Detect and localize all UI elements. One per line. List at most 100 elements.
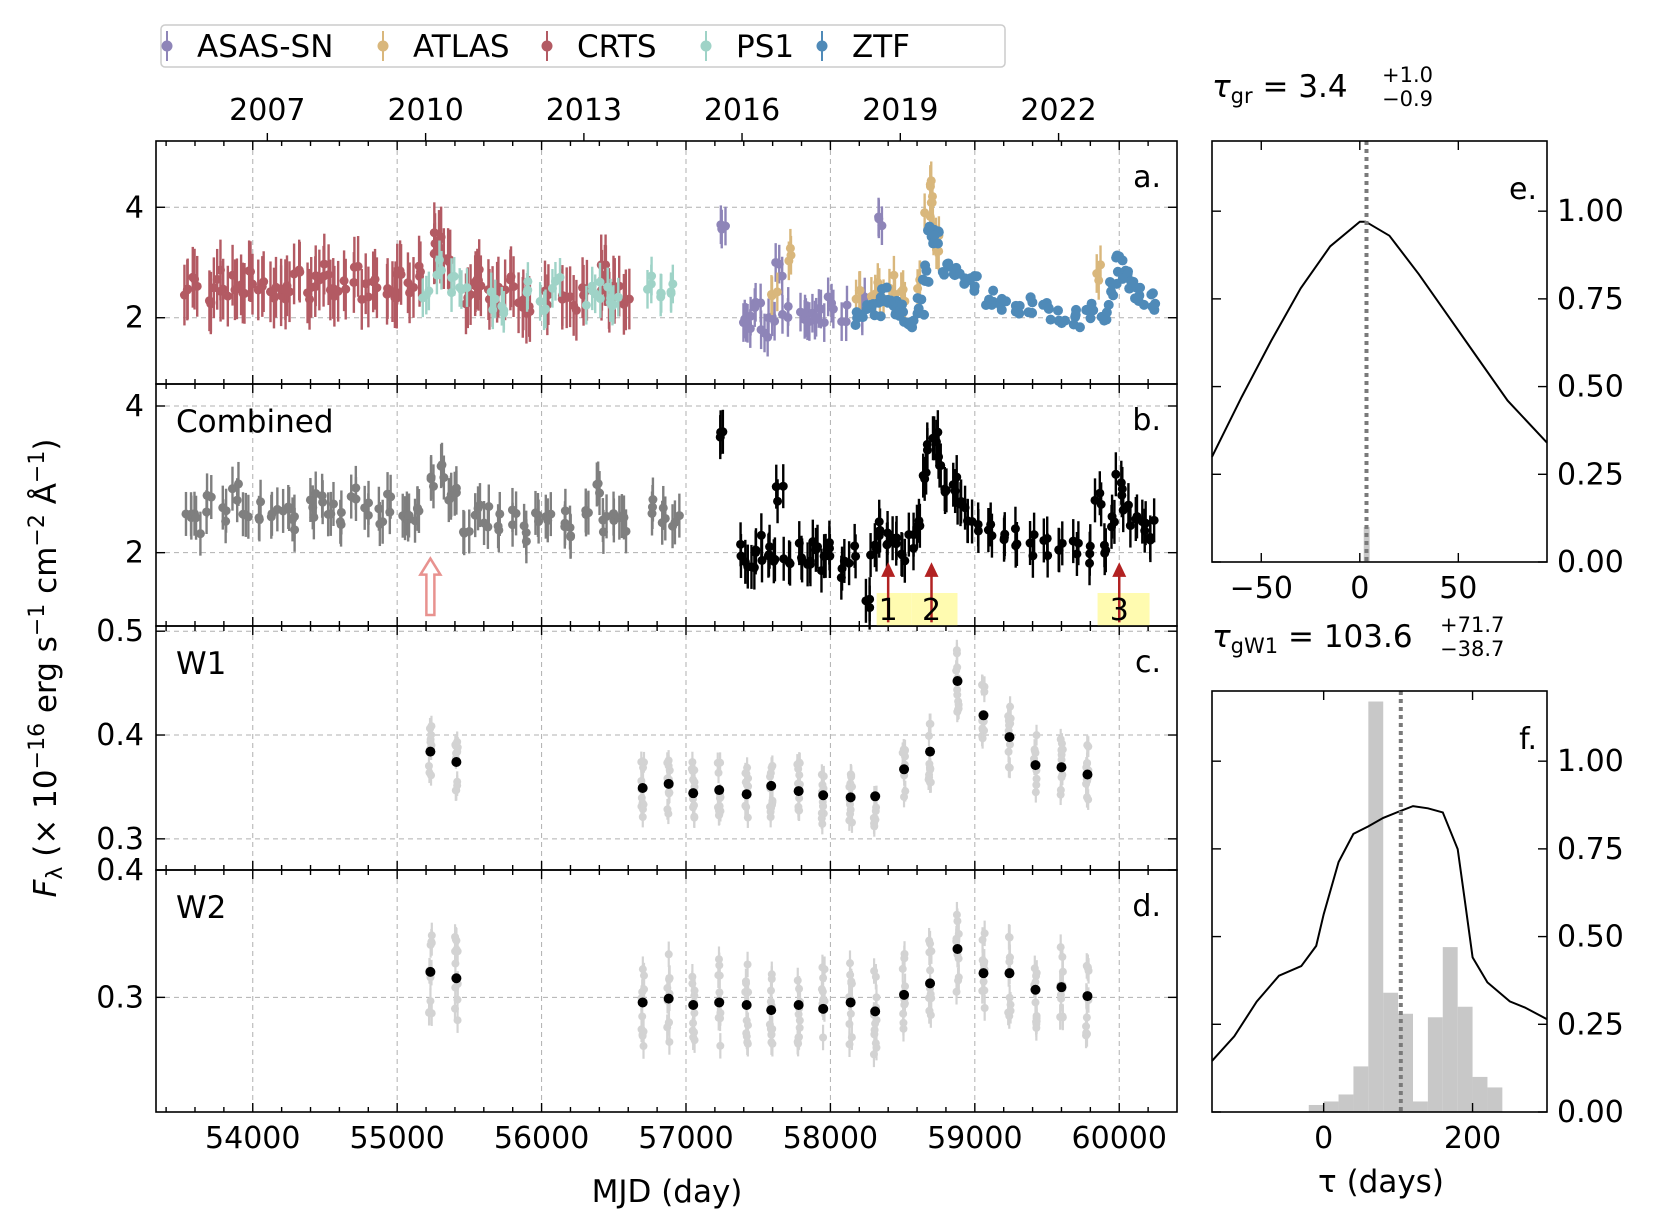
data-point-ps1	[497, 301, 507, 311]
wise-mean-point	[425, 966, 436, 977]
lag-histogram-bar	[1383, 992, 1399, 1112]
panel-a: 2 4 a.	[125, 140, 1178, 385]
wise-epoch-point	[846, 1009, 855, 1018]
legend-label: CRTS	[577, 29, 657, 65]
x-axis-label: MJD (day)	[592, 1174, 743, 1210]
data-point-combined	[439, 473, 449, 483]
wise-epoch-point	[1083, 793, 1092, 802]
data-point-crts	[363, 292, 373, 302]
data-point-combined	[922, 439, 932, 449]
wise-epoch-point	[980, 687, 989, 696]
wise-epoch-point	[926, 966, 935, 975]
data-point-combined	[437, 460, 447, 470]
data-point-combined	[765, 542, 775, 552]
data-point-ps1	[541, 304, 551, 314]
data-point-combined	[882, 540, 892, 550]
panel-f: 0 200 0.00 0.25 0.50 0.75 1.00 f. τgW1 = 103.6 +7…	[1211, 613, 1624, 1156]
data-point-ztf	[1045, 314, 1056, 325]
data-point-combined	[317, 491, 327, 501]
wise-epoch-point	[1004, 932, 1013, 941]
mjd-tick-label: 60000	[1072, 1121, 1167, 1156]
wise-epoch-point	[743, 1038, 752, 1047]
data-point-combined	[351, 494, 361, 504]
wise-mean-point	[1082, 991, 1093, 1002]
data-point-ztf	[1070, 309, 1081, 320]
data-point-combined	[973, 526, 983, 536]
wise-epoch-point	[637, 793, 646, 802]
wise-epoch-point	[900, 954, 909, 963]
data-point-combined	[243, 512, 253, 522]
lag-y-tick-label: 1.00	[1557, 194, 1624, 229]
data-point-crts	[341, 284, 351, 294]
wise-epoch-point	[741, 801, 750, 810]
legend-marker	[700, 40, 712, 52]
lag-histogram-bar	[1353, 1066, 1369, 1112]
data-point-atlas	[785, 243, 795, 253]
mjd-tick-label: 59000	[927, 1121, 1022, 1156]
data-point-ps1	[535, 296, 545, 306]
data-point-combined	[865, 603, 875, 613]
wise-epoch-point	[1032, 774, 1041, 783]
data-point-crts	[333, 286, 343, 296]
wise-epoch-point	[926, 719, 935, 728]
year-axis: 2007 2010 2013 2016 2019 2022	[229, 93, 1097, 141]
wise-epoch-point	[900, 746, 909, 755]
data-point-combined	[566, 531, 576, 541]
wise-epoch-point	[453, 743, 462, 752]
wise-mean-point	[870, 791, 881, 802]
wise-epoch-point	[795, 758, 804, 767]
data-point-ps1	[522, 287, 532, 297]
wise-epoch-point	[978, 986, 987, 995]
data-point-crts	[405, 288, 415, 298]
data-point-crts	[349, 277, 359, 287]
y-tick-label: 0.4	[96, 718, 144, 753]
data-point-combined	[1073, 538, 1083, 548]
wise-epoch-point	[1031, 978, 1040, 987]
data-point-combined	[289, 512, 299, 522]
data-point-combined	[771, 482, 781, 492]
wise-epoch-point	[1006, 702, 1015, 711]
wise-epoch-point	[819, 1033, 828, 1042]
wise-mean-point	[925, 746, 936, 757]
lag-histogram-bar	[1413, 1101, 1428, 1112]
wise-mean-point	[741, 789, 752, 800]
wise-mean-point	[637, 782, 648, 793]
data-point-combined	[1000, 529, 1010, 539]
data-point-combined	[908, 543, 918, 553]
wise-epoch-point	[638, 812, 647, 821]
wise-epoch-point	[1083, 1029, 1092, 1038]
wise-mean-point	[845, 792, 856, 803]
lag-title-symbol: τ	[1212, 69, 1231, 105]
wise-epoch-point	[845, 816, 854, 825]
wise-epoch-point	[1031, 788, 1040, 797]
data-point-asas-sn	[777, 271, 787, 281]
data-point-ztf	[1125, 276, 1136, 287]
wise-mean-point	[766, 780, 777, 791]
data-point-ztf	[1068, 319, 1079, 330]
wise-epoch-point	[1056, 735, 1065, 744]
data-point-ztf	[932, 238, 943, 249]
data-point-crts	[429, 228, 439, 238]
legend-label: ASAS-SN	[197, 29, 333, 65]
wise-epoch-point	[452, 936, 461, 945]
data-point-atlas	[772, 287, 782, 297]
wise-epoch-point	[819, 802, 828, 811]
data-point-crts	[238, 288, 248, 298]
data-point-combined	[221, 506, 231, 516]
panel-frame	[155, 625, 1178, 871]
wise-epoch-point	[664, 950, 673, 959]
data-point-ztf	[907, 322, 918, 333]
data-point-combined	[1145, 535, 1155, 545]
wise-epoch-point	[638, 1030, 647, 1039]
data-point-combined	[1140, 526, 1150, 536]
lag-y-tick-label: 0.75	[1557, 832, 1624, 867]
data-point-combined	[736, 539, 746, 549]
data-point-combined	[1095, 488, 1105, 498]
wise-mean-point	[741, 1000, 752, 1011]
data-point-asas-sn	[874, 214, 884, 224]
data-point-ztf	[984, 294, 995, 305]
wise-mean-point	[451, 973, 462, 984]
data-point-crts	[230, 285, 240, 295]
flare-window	[911, 593, 958, 626]
